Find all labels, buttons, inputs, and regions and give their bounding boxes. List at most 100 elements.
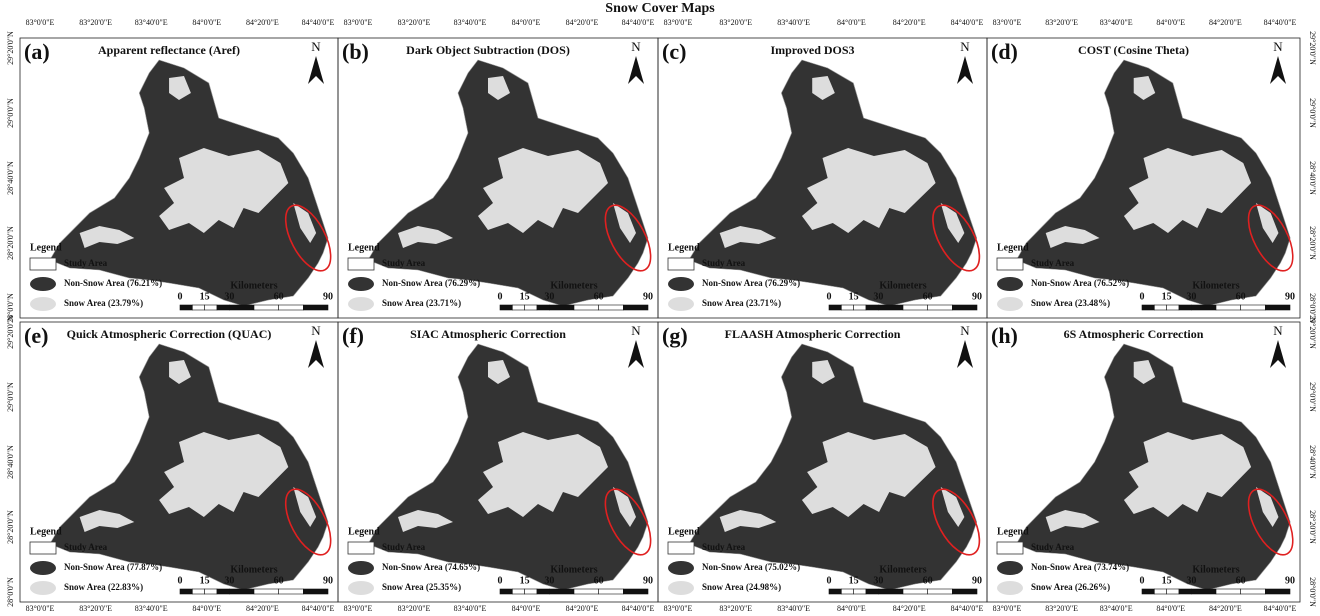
legend-study-label: Study Area [702, 258, 746, 268]
longitude-label: 84°20'0"E [566, 18, 599, 27]
longitude-label: 84°0'0"E [1156, 18, 1185, 27]
scale-tick-label: 90 [323, 291, 333, 302]
north-label: N [960, 39, 970, 54]
legend-non-snow-label: Non-Snow Area (76.29%) [702, 278, 800, 288]
panel-letter: (h) [991, 323, 1018, 348]
north-arrow [308, 56, 324, 84]
scale-tick-label: 60 [1236, 575, 1246, 586]
panel-title: Dark Object Subtraction (DOS) [406, 43, 570, 57]
latitude-label: 29°20'0"N [6, 315, 15, 349]
legend-study-label: Study Area [382, 258, 426, 268]
legend-snow-swatch [30, 581, 56, 595]
scale-unit: Kilometers [879, 280, 926, 291]
legend-non-snow-label: Non-Snow Area (73.74%) [1031, 562, 1129, 572]
scale-segment [829, 305, 841, 310]
scale-tick-label: 90 [972, 575, 982, 586]
scale-segment [599, 305, 624, 310]
scale-tick-label: 90 [323, 575, 333, 586]
longitude-label: 83°40'0"E [135, 18, 168, 27]
longitude-label: 83°40'0"E [454, 604, 487, 613]
longitude-label: 84°20'0"E [893, 604, 926, 613]
scale-tick-label: 30 [224, 291, 234, 302]
scale-segment [1154, 589, 1166, 594]
legend-title: Legend [997, 526, 1029, 537]
study-area-map [689, 60, 989, 306]
scale-segment [1142, 589, 1154, 594]
scale-segment [500, 305, 512, 310]
longitude-label: 83°20'0"E [398, 604, 431, 613]
longitude-label: 83°0'0"E [993, 604, 1022, 613]
legend-snow-label: Snow Area (23.71%) [702, 298, 781, 308]
longitude-label: 84°20'0"E [893, 18, 926, 27]
scale-tick-label: 60 [1236, 291, 1246, 302]
legend-non-snow-swatch [348, 277, 374, 291]
scale-tick-label: 30 [1186, 291, 1196, 302]
scale-tick-label: 15 [1162, 291, 1172, 302]
legend-title: Legend [348, 242, 380, 253]
longitude-label: 83°20'0"E [398, 18, 431, 27]
legend-non-snow-swatch [348, 561, 374, 575]
longitude-label: 84°40'0"E [951, 18, 984, 27]
scale-segment [303, 589, 328, 594]
scale-unit: Kilometers [550, 564, 597, 575]
legend-non-snow-label: Non-Snow Area (74.65%) [382, 562, 480, 572]
legend-non-snow-swatch [30, 277, 56, 291]
legend-snow-label: Snow Area (26.26%) [1031, 582, 1110, 592]
scale-segment [574, 305, 599, 310]
scale-segment [574, 589, 599, 594]
scale-segment [903, 305, 928, 310]
longitude-label: 83°0'0"E [344, 18, 373, 27]
scale-segment [180, 589, 192, 594]
longitude-label: 84°40'0"E [622, 604, 655, 613]
panel-title: COST (Cosine Theta) [1078, 43, 1189, 57]
panel-letter: (e) [24, 323, 48, 348]
longitude-label: 83°0'0"E [344, 604, 373, 613]
longitude-label: 84°20'0"E [1209, 604, 1242, 613]
panel-title: FLAASH Atmospheric Correction [725, 327, 901, 341]
scale-tick-label: 0 [827, 575, 832, 586]
scale-tick-label: 90 [643, 291, 653, 302]
legend-snow-label: Snow Area (23.79%) [64, 298, 143, 308]
panel-title: Improved DOS3 [770, 43, 854, 57]
latitude-label: 28°0'0"N [1308, 577, 1317, 607]
legend-study-label: Study Area [702, 542, 746, 552]
legend-study-swatch [348, 258, 374, 270]
legend-snow-swatch [997, 297, 1023, 311]
legend-study-swatch [668, 258, 694, 270]
latitude-label: 28°20'0"N [1308, 510, 1317, 544]
legend-study-label: Study Area [64, 258, 108, 268]
longitude-label: 83°0'0"E [993, 18, 1022, 27]
north-arrow [628, 340, 644, 368]
scale-segment [1179, 305, 1191, 310]
figure: Snow Cover Maps 83°0'0"E83°0'0"E83°20'0"… [0, 0, 1320, 616]
scale-segment [549, 305, 574, 310]
legend-study-label: Study Area [382, 542, 426, 552]
scale-tick-label: 15 [520, 575, 530, 586]
longitude-label: 83°40'0"E [777, 18, 810, 27]
map-panel: (d)COST (Cosine Theta)NLegendStudy AreaN… [987, 38, 1302, 318]
legend-non-snow-swatch [997, 561, 1023, 575]
north-arrow [1270, 56, 1286, 84]
panel-letter: (c) [662, 39, 686, 64]
scale-tick-label: 90 [643, 575, 653, 586]
scale-tick-label: 0 [498, 291, 503, 302]
scale-segment [192, 305, 204, 310]
scale-tick-label: 60 [923, 575, 933, 586]
panel-title: 6S Atmospheric Correction [1064, 327, 1204, 341]
legend-title: Legend [348, 526, 380, 537]
legend-non-snow-label: Non-Snow Area (76.21%) [64, 278, 162, 288]
legend-non-snow-swatch [997, 277, 1023, 291]
study-area-map [689, 344, 989, 590]
scale-segment [254, 305, 279, 310]
north-label: N [960, 323, 970, 338]
scale-tick-label: 30 [873, 575, 883, 586]
longitude-label: 83°20'0"E [79, 18, 112, 27]
scale-segment [1142, 305, 1154, 310]
longitude-label: 83°40'0"E [135, 604, 168, 613]
scale-segment [1179, 589, 1191, 594]
north-label: N [1273, 39, 1283, 54]
legend-snow-label: Snow Area (24.98%) [702, 582, 781, 592]
north-arrow [1270, 340, 1286, 368]
latitude-label: 28°0'0"N [6, 577, 15, 607]
legend-study-swatch [997, 542, 1023, 554]
